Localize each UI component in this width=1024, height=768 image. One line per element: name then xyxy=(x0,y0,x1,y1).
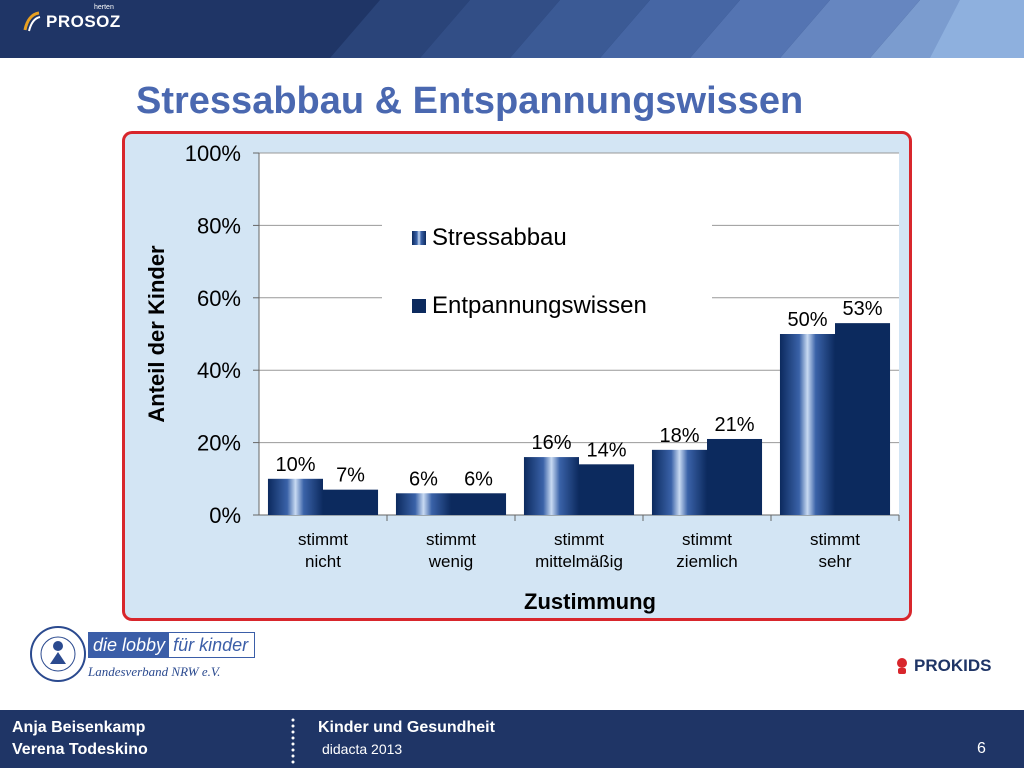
x-category-labels: stimmt nicht stimmt wenig stimmt mittelmäßig s… xyxy=(298,530,860,571)
bar-stressabbau xyxy=(651,449,707,515)
footer-divider-dots xyxy=(291,718,295,764)
kinderschutzbund-logo xyxy=(30,626,86,682)
legend-label: Entpannungswissen xyxy=(432,292,647,319)
data-label: 16% xyxy=(531,432,571,454)
legend-box xyxy=(382,211,712,323)
data-label: 14% xyxy=(587,439,627,461)
x-category-label: sehr xyxy=(818,552,851,571)
x-category-label: stimmt xyxy=(810,530,860,549)
lobby-logo-part-b: für kinder xyxy=(169,633,253,657)
x-category-label: stimmt xyxy=(298,530,348,549)
bar-stressabbau xyxy=(395,493,451,515)
x-category-label: stimmt xyxy=(682,530,732,549)
bar-stressabbau xyxy=(779,334,835,515)
x-category-label: mittelmäßig xyxy=(535,552,623,571)
data-label: 18% xyxy=(659,425,699,447)
legend: Stressabbau Entpannungswissen xyxy=(382,211,712,323)
legend-swatch xyxy=(412,231,426,245)
bar-entpannungswissen xyxy=(835,323,891,515)
prosoz-logo: PROSOZ xyxy=(22,10,121,34)
bar-entpannungswissen xyxy=(707,438,763,515)
footer-author-2: Verena Todeskino xyxy=(12,741,148,758)
landesverband-text: Landesverband NRW e.V. xyxy=(88,664,221,679)
footer-author-1: Anja Beisenkamp xyxy=(12,719,146,736)
y-tick-label: 80% xyxy=(197,213,241,238)
legend-swatch xyxy=(412,299,426,313)
y-tick-labels: 0% 20% 40% 60% 80% 100% xyxy=(185,141,241,528)
x-axis-title: Zustimmung xyxy=(524,589,656,614)
data-label: 10% xyxy=(275,454,315,476)
brand-small: herten xyxy=(94,4,114,11)
data-label: 21% xyxy=(715,414,755,436)
prosoz-swirl-icon xyxy=(23,11,41,32)
prokids-logo: PROKIDS xyxy=(893,656,991,676)
bar-entpannungswissen xyxy=(451,493,507,515)
x-category-label: ziemlich xyxy=(676,552,737,571)
prokids-figure-icon xyxy=(897,658,907,674)
y-tick-label: 100% xyxy=(185,141,241,166)
lobby-logo-part-a: die lobby xyxy=(89,633,170,657)
data-label: 50% xyxy=(787,309,827,331)
data-label: 53% xyxy=(843,298,883,320)
slide-title: Stressabbau & Entspannungswissen xyxy=(136,80,804,122)
y-tick-label: 20% xyxy=(197,431,241,456)
footer-bar: Anja Beisenkamp Verena Todeskino Kinder … xyxy=(0,710,1024,768)
y-tick-label: 0% xyxy=(209,503,241,528)
footer-event: didacta 2013 xyxy=(322,741,403,757)
bar-entpannungswissen xyxy=(323,489,379,515)
bar-chart: 0% 20% 40% 60% 80% 100% 10% 7% 6% 6% 16% 14% 18% 21%… xyxy=(144,141,900,614)
footer-topic: Kinder und Gesundheit xyxy=(318,719,495,736)
x-category-label: stimmt xyxy=(554,530,604,549)
y-tick-label: 40% xyxy=(197,358,241,383)
data-labels: 10% 7% 6% 6% 16% 14% 18% 21% 50% 53% xyxy=(275,298,882,490)
data-label: 6% xyxy=(409,468,438,490)
x-category-label: stimmt xyxy=(426,530,476,549)
x-category-label: nicht xyxy=(305,552,341,571)
page-number: 6 xyxy=(977,740,986,757)
bar-stressabbau xyxy=(523,457,579,515)
prokids-text: PROKIDS xyxy=(914,656,992,675)
bars xyxy=(267,323,891,515)
header-bar: PROSOZ herten xyxy=(0,0,1024,58)
bar-stressabbau xyxy=(267,478,323,515)
legend-label: Stressabbau xyxy=(432,224,567,251)
data-label: 7% xyxy=(336,465,365,487)
y-axis-title: Anteil der Kinder xyxy=(144,245,169,423)
bar-entpannungswissen xyxy=(579,464,635,515)
x-category-label: wenig xyxy=(428,552,473,571)
brand-name: PROSOZ xyxy=(46,12,121,31)
y-tick-label: 60% xyxy=(197,286,241,311)
header-stripes xyxy=(330,0,1024,58)
lobby-logo: die lobby für kinder xyxy=(88,632,255,658)
data-label: 6% xyxy=(464,468,493,490)
